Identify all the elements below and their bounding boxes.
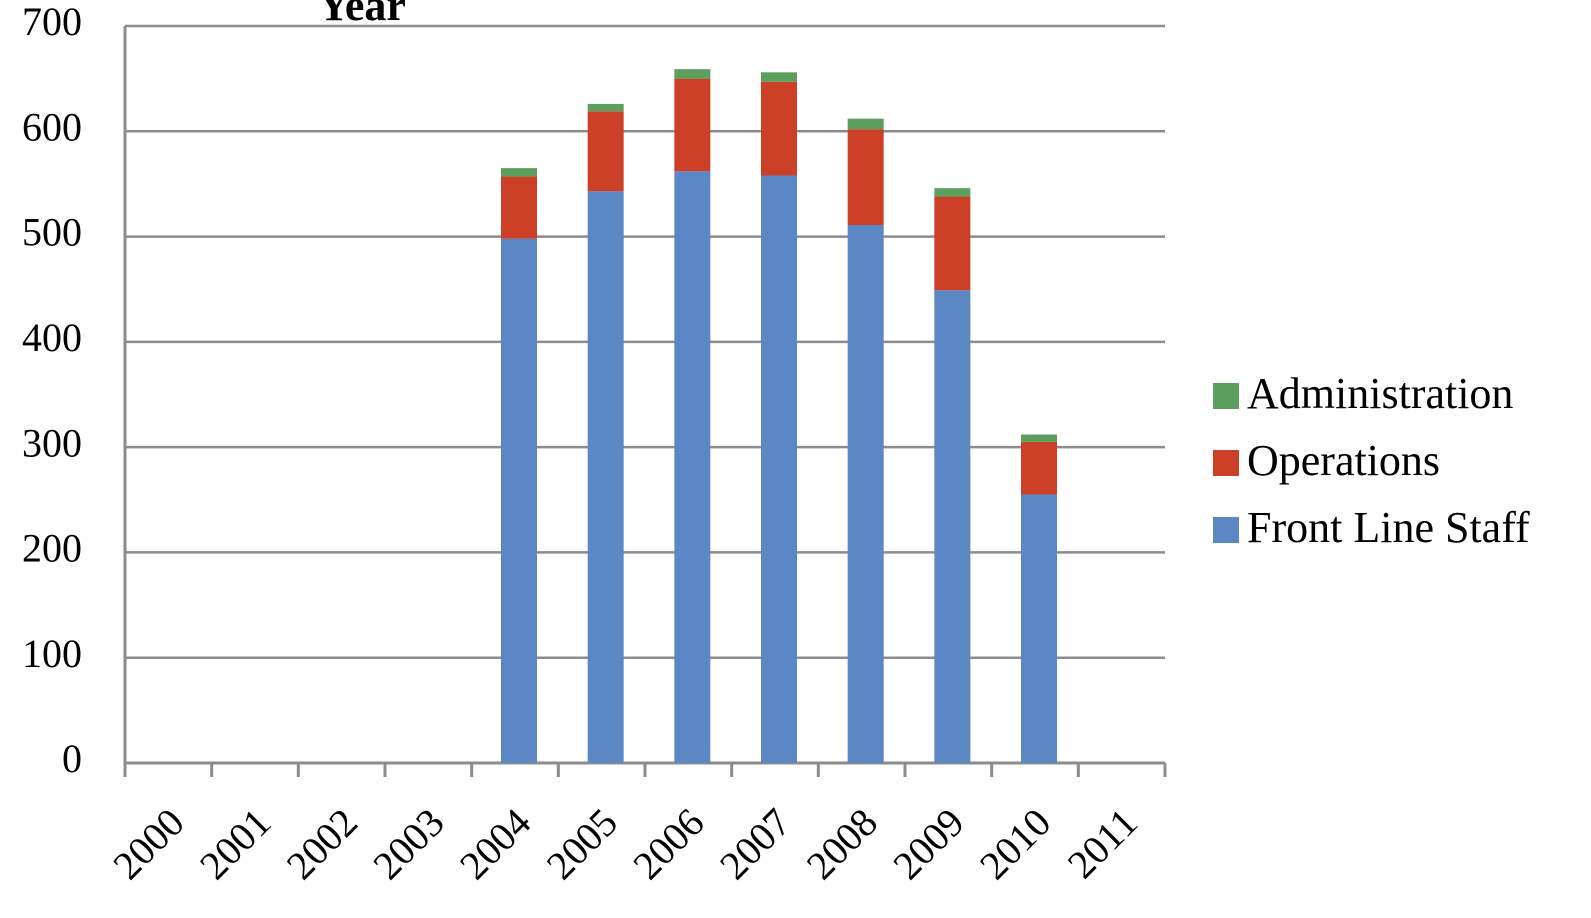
bar-operations-2007: [761, 82, 797, 176]
y-tick-label: 700: [22, 0, 82, 44]
x-tick-label: 2007: [711, 800, 799, 888]
x-tick-label: 2005: [538, 800, 626, 888]
bar-front-line-staff-2010: [1021, 495, 1057, 763]
bar-administration-2009: [934, 188, 970, 196]
bar-front-line-staff-2005: [588, 191, 624, 763]
y-tick-label: 100: [22, 631, 82, 676]
bar-administration-2008: [848, 119, 884, 130]
bar-operations-2006: [674, 79, 710, 172]
bar-administration-2007: [761, 72, 797, 81]
x-tick-label: 2011: [1059, 800, 1146, 887]
x-tick-label: 2008: [798, 800, 886, 888]
bar-operations-2005: [588, 111, 624, 191]
bar-administration-2010: [1021, 435, 1057, 442]
bar-administration-2004: [501, 168, 537, 176]
x-tick-label: 2004: [451, 800, 539, 888]
y-tick-label: 500: [22, 210, 82, 255]
x-tick-label: 2003: [364, 800, 452, 888]
legend-swatch-front-line-staff: [1213, 517, 1239, 543]
x-tick-label: 2001: [191, 800, 279, 888]
x-tick-label: 2000: [104, 800, 192, 888]
y-tick-label: 300: [22, 420, 82, 465]
x-tick-label: 2006: [624, 800, 712, 888]
chart-title: Year: [318, 0, 406, 30]
bar-front-line-staff-2006: [674, 171, 710, 763]
bar-operations-2009: [934, 197, 970, 291]
x-tick-label: 2009: [884, 800, 972, 888]
y-tick-label: 600: [22, 104, 82, 149]
legend-swatch-operations: [1213, 450, 1239, 476]
legend-label-front-line-staff: Front Line Staff: [1247, 503, 1530, 552]
legend-label-administration: Administration: [1247, 369, 1513, 418]
y-tick-label: 400: [22, 315, 82, 360]
bar-front-line-staff-2009: [934, 290, 970, 763]
bar-administration-2006: [674, 69, 710, 78]
x-tick-label: 2002: [278, 800, 366, 888]
legend-label-operations: Operations: [1247, 436, 1440, 485]
bar-operations-2010: [1021, 442, 1057, 495]
bar-front-line-staff-2008: [848, 225, 884, 763]
bar-operations-2008: [848, 129, 884, 225]
bar-administration-2005: [588, 104, 624, 111]
bar-front-line-staff-2007: [761, 176, 797, 763]
y-tick-label: 200: [22, 526, 82, 571]
bar-operations-2004: [501, 177, 537, 239]
legend-swatch-administration: [1213, 383, 1239, 409]
y-tick-label: 0: [62, 736, 82, 781]
bar-front-line-staff-2004: [501, 239, 537, 763]
x-tick-label: 2010: [971, 800, 1059, 888]
